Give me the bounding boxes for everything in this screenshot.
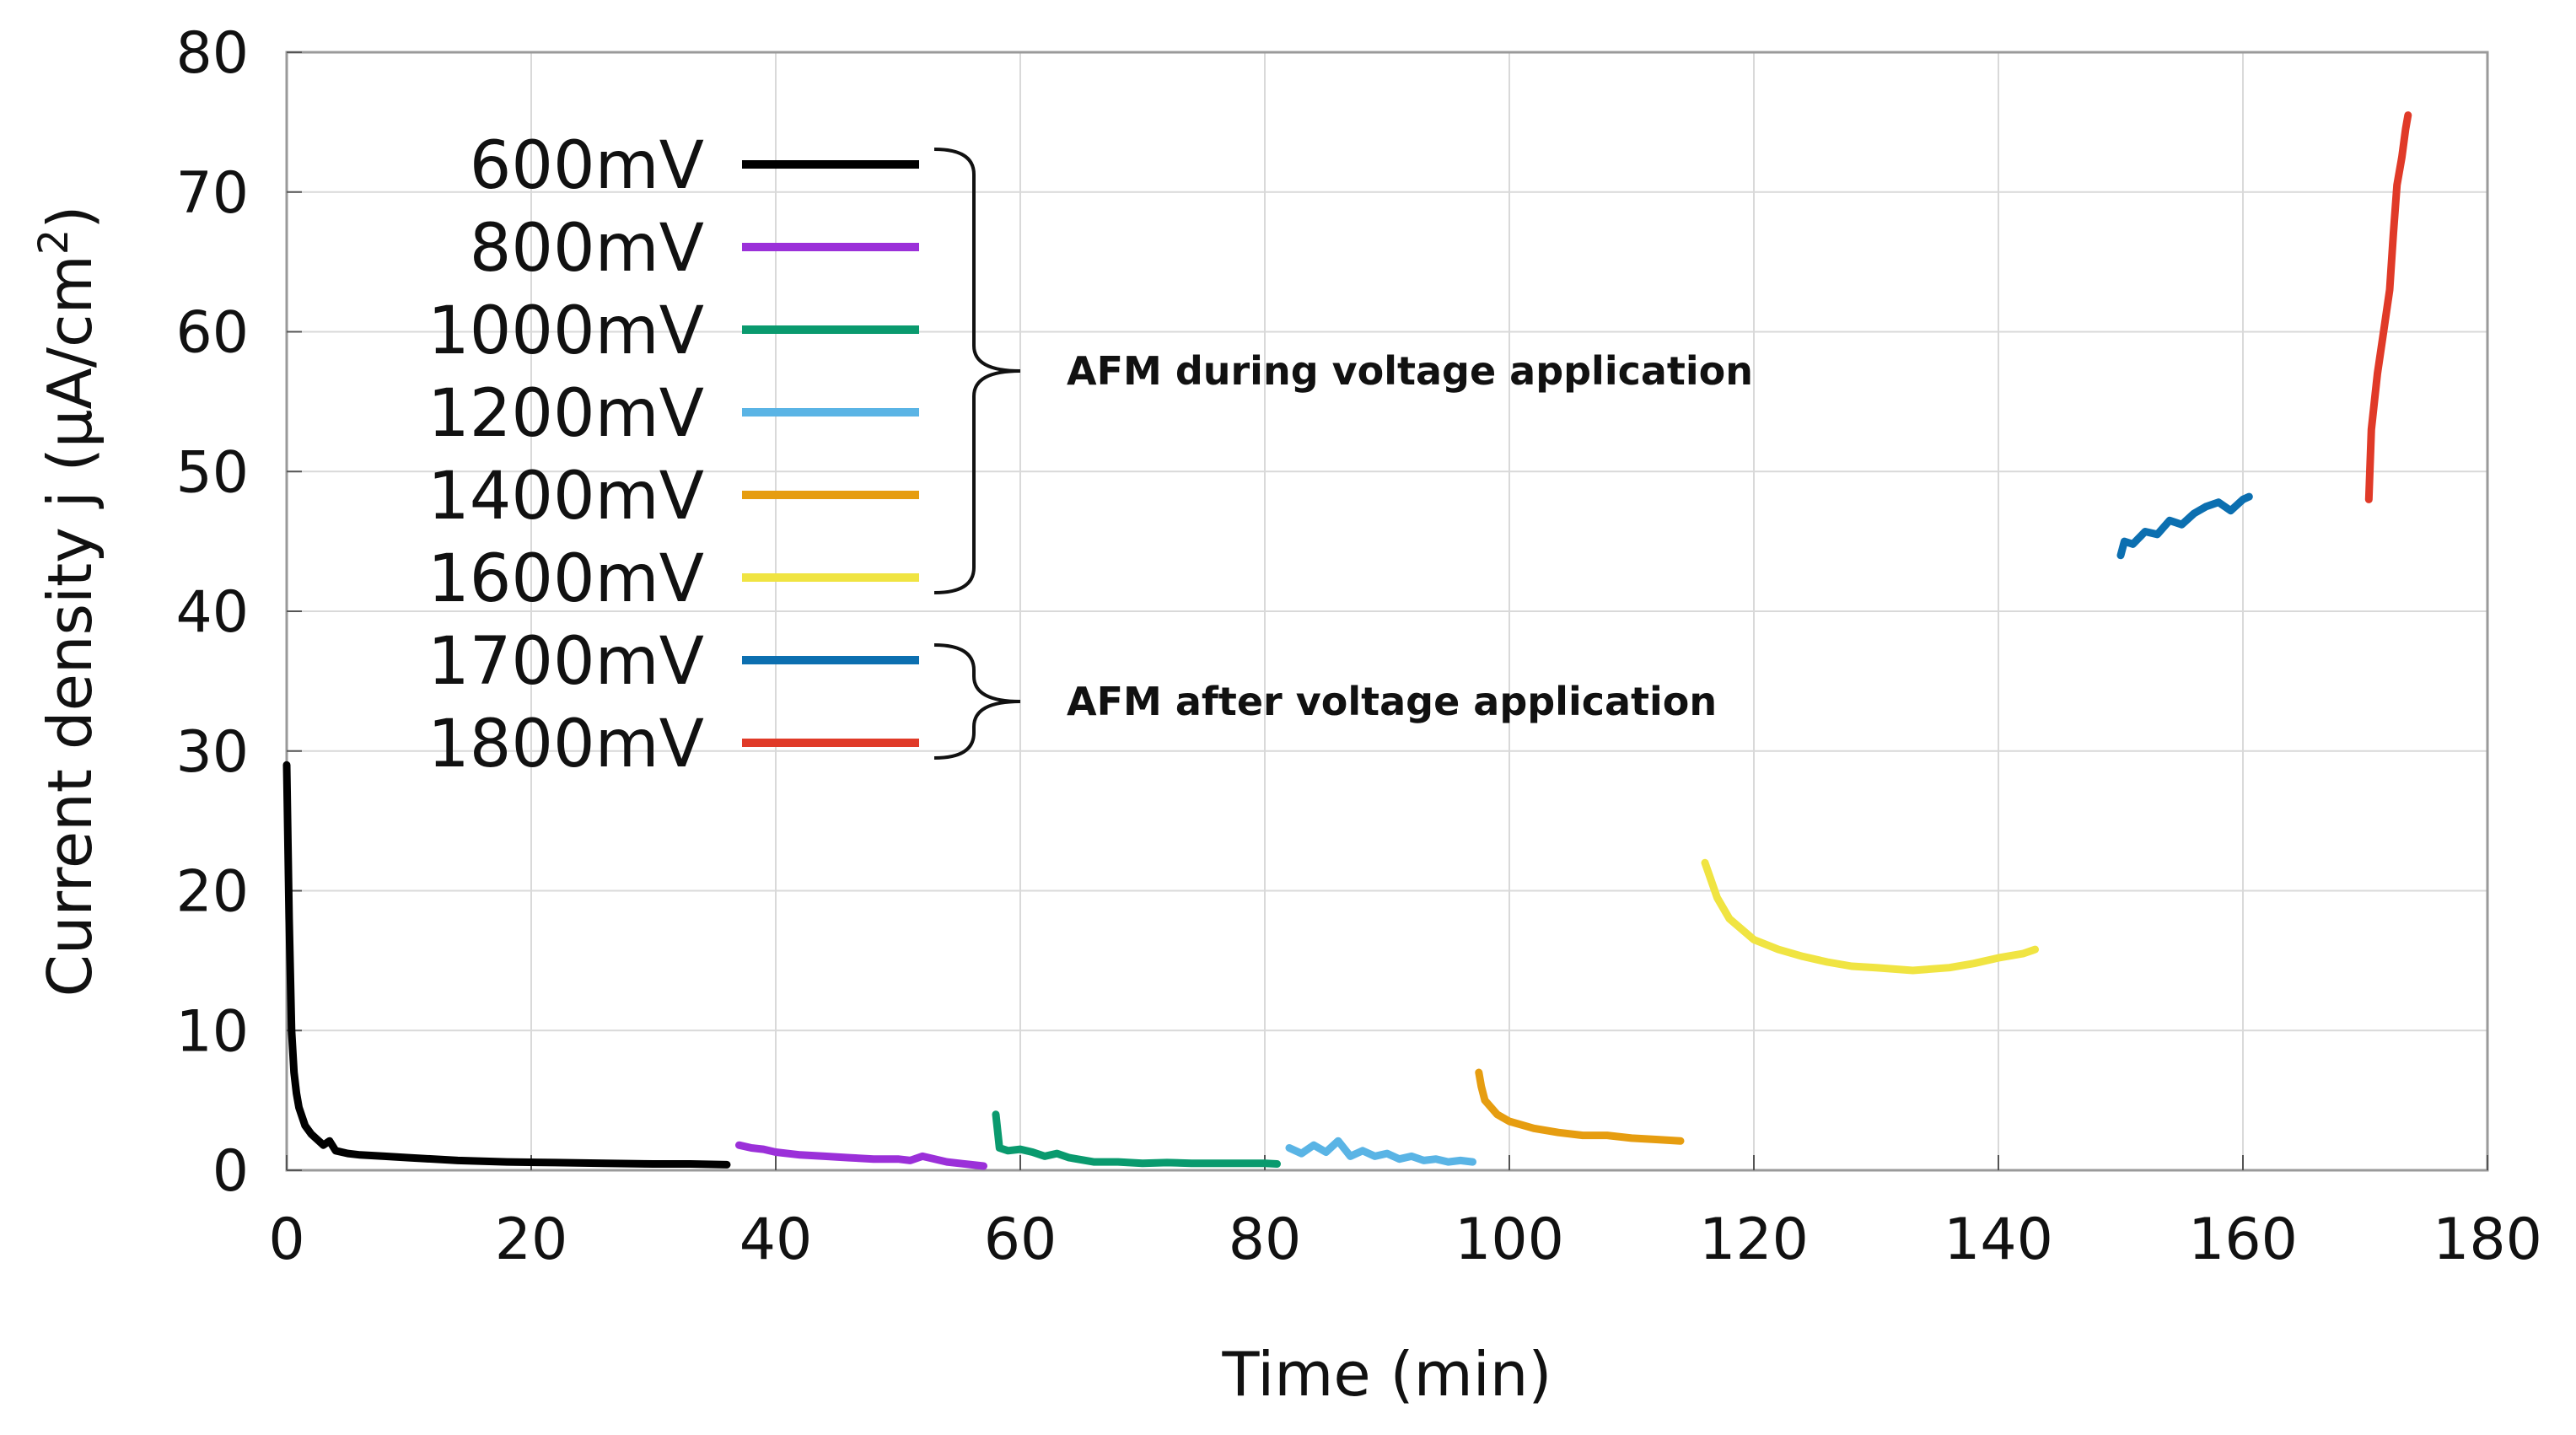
brace-during-voltage (933, 148, 1021, 594)
series-line-1000mV (992, 1110, 1281, 1168)
y-tick-label: 30 (175, 719, 249, 786)
legend-label-1200mV: 1200mV (428, 376, 704, 452)
data-series (282, 111, 2412, 1170)
y-tick-label: 70 (175, 160, 249, 227)
series-line-1400mV (1475, 1068, 1685, 1145)
x-tick-label: 120 (1699, 1207, 1809, 1273)
legend-label-1000mV: 1000mV (428, 293, 704, 369)
annotations: AFM during voltage application AFM after… (933, 148, 1753, 760)
y-axis-title: Current density j (μA/cm2) (30, 206, 105, 997)
legend-label-1600mV: 1600mV (428, 541, 704, 617)
x-axis-title: Time (min) (1221, 1339, 1552, 1410)
series-line-600mV (282, 760, 731, 1169)
x-tick-label: 140 (1944, 1207, 2053, 1273)
annotation-during-voltage: AFM during voltage application (1067, 348, 1753, 394)
legend-label-1700mV: 1700mV (428, 624, 704, 700)
x-tick-label: 80 (1229, 1207, 1302, 1273)
series-line-1200mV (1285, 1137, 1476, 1166)
legend-label-800mV: 800mV (470, 211, 704, 287)
x-tick-label: 100 (1455, 1207, 1564, 1273)
y-axis-title-sup: 2 (30, 229, 78, 255)
x-tick-label: 180 (2433, 1207, 2542, 1273)
y-tick-label: 10 (175, 998, 249, 1065)
y-tick-label: 0 (212, 1138, 249, 1205)
legend-label-1800mV: 1800mV (428, 707, 704, 782)
series-line-1700mV (2116, 492, 2253, 560)
axis-ticks: 0 20 40 60 80 100 120 140 160 180 0 10 20 30 40 50 60 70 8… (175, 20, 2541, 1273)
y-tick-label: 80 (175, 20, 249, 87)
y-tick-label: 40 (175, 579, 249, 646)
x-tick-label: 20 (495, 1207, 568, 1273)
brace-after-voltage (933, 643, 1021, 760)
y-axis-title-end: ) (35, 206, 105, 229)
y-tick-label: 20 (175, 859, 249, 926)
x-tick-label: 40 (739, 1207, 813, 1273)
series-line-1600mV (1701, 858, 2039, 975)
legend: 600mV800mV1000mV1200mV1400mV1600mV1700mV… (428, 128, 919, 782)
x-tick-label: 160 (2188, 1207, 2298, 1273)
x-tick-label: 0 (268, 1207, 304, 1273)
series-line-1800mV (2364, 111, 2412, 503)
x-tick-label: 60 (984, 1207, 1057, 1273)
y-axis-title-main: Current density j (μA/cm (35, 255, 105, 997)
legend-label-600mV: 600mV (470, 128, 704, 204)
legend-label-1400mV: 1400mV (428, 459, 704, 535)
annotation-after-voltage: AFM after voltage application (1067, 679, 1717, 724)
y-tick-label: 50 (175, 439, 249, 506)
series-line-800mV (735, 1141, 987, 1170)
y-tick-label: 60 (175, 300, 249, 367)
